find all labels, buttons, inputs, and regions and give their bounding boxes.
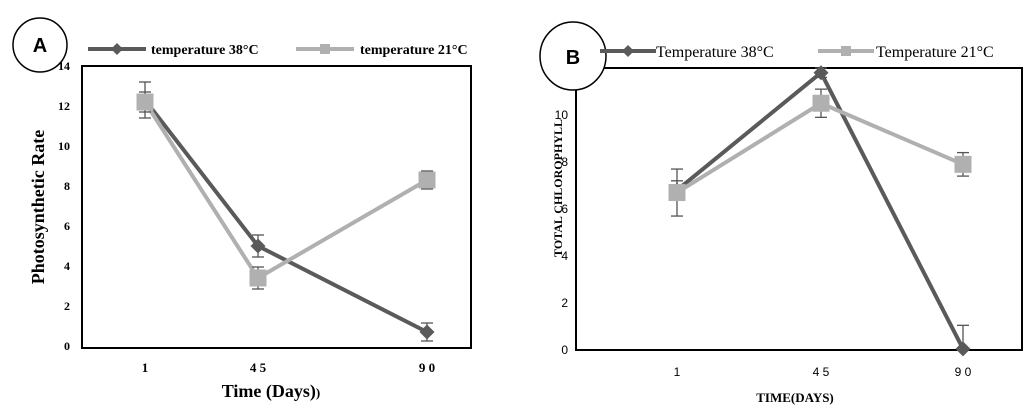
panel-b-x-tick-2: 9 0 xyxy=(955,365,972,379)
panel-b-y-tick-1: 2 xyxy=(561,296,568,310)
panel-a-series-1-point-2 xyxy=(418,171,436,189)
panel-a-series-0-point-1 xyxy=(250,238,266,254)
panel-a-x-axis-title-suffix: ) xyxy=(316,385,320,400)
panel-a-legend: temperature 38°C temperature 21°C xyxy=(88,43,468,58)
panel-a-y-tick-0: 0 xyxy=(64,339,70,353)
panel-b-y-tick-5: 10 xyxy=(555,108,569,122)
legend-a-21-label: temperature 21°C xyxy=(360,43,468,58)
panel-b-y-tick-4: 8 xyxy=(561,155,568,169)
panel-b-legend: Temperature 38°C Temperature 21°C xyxy=(600,44,994,61)
panel-b-label: B xyxy=(566,47,580,69)
legend-b-38-label: Temperature 38°C xyxy=(656,44,774,61)
panel-a-y-tick-4: 8 xyxy=(64,179,70,193)
panel-a-y-tick-6: 12 xyxy=(58,99,70,113)
legend-a-21-square-marker xyxy=(320,44,330,54)
panel-a-x-axis-title: Time (Days)) xyxy=(222,381,321,402)
panel-a-y-tick-2: 4 xyxy=(64,259,70,273)
panel-a-badge xyxy=(12,17,68,73)
panel-b-badge xyxy=(539,21,607,91)
panel-b-y-tick-3: 6 xyxy=(561,202,568,216)
panel-a-label: A xyxy=(33,35,47,57)
panel-b-x-tick-labels: 1 4 5 9 0 xyxy=(674,365,972,379)
panel-a-series-1-line xyxy=(143,100,429,280)
legend-b-21-label: Temperature 21°C xyxy=(876,44,994,61)
panel-b-series xyxy=(668,65,972,357)
legend-a-38-diamond-marker xyxy=(111,43,123,55)
panel-b-y-tick-labels: 0 2 4 6 8 10 xyxy=(555,108,569,357)
panel-a-series-1-point-1 xyxy=(249,269,267,287)
panel-b-x-axis-title: TIME(DAYS) xyxy=(756,390,834,405)
panel-a-series-1-point-0 xyxy=(136,93,154,111)
panel-a-y-tick-5: 10 xyxy=(58,139,70,153)
panel-b-y-tick-0: 0 xyxy=(561,343,568,357)
panel-b-series-0-line xyxy=(675,70,965,350)
panel-a-series-0-point-2 xyxy=(419,324,435,340)
panel-b: 0 2 4 6 8 10 1 4 5 9 0 B Temperature 38°C Tempe… xyxy=(539,21,1023,405)
panel-a-x-tick-1: 4 5 xyxy=(250,360,267,375)
panel-a-x-tick-2: 9 0 xyxy=(419,360,435,375)
legend-a-38-label: temperature 38°C xyxy=(151,43,259,58)
panel-a-x-tick-0: 1 xyxy=(142,360,149,375)
panel-a-series-0-line xyxy=(143,98,428,334)
panel-b-plot-frame xyxy=(575,67,1023,351)
panel-b-y-tick-2: 4 xyxy=(561,249,568,263)
panel-a-x-tick-labels: 1 4 5 9 0 xyxy=(142,360,435,375)
legend-b-21-square-marker xyxy=(841,46,851,56)
panel-a-y-tick-3: 6 xyxy=(64,219,70,233)
panel-b-series-1-point-1 xyxy=(812,94,830,112)
panel-a-series xyxy=(136,81,436,342)
panel-b-x-tick-1: 4 5 xyxy=(813,365,830,379)
panel-b-series-0-point-2 xyxy=(955,341,971,357)
panel-a-y-tick-1: 2 xyxy=(64,299,70,313)
panel-a-x-axis-title-main: Time (Days) xyxy=(222,381,316,402)
panel-b-x-tick-0: 1 xyxy=(674,365,681,379)
panel-a-plot-frame xyxy=(81,65,472,349)
panel-b-series-1-point-2 xyxy=(954,155,972,173)
panel-b-y-axis-title: TOTAL CHLOROPHYLL xyxy=(551,119,565,257)
panel-b-series-1-line xyxy=(675,101,964,195)
panel-b-series-0-point-1 xyxy=(813,65,829,81)
panel-a-y-axis-title: Photosynthetic Rate xyxy=(28,130,48,284)
legend-b-38-diamond-marker xyxy=(622,45,634,57)
panel-b-series-1-point-0 xyxy=(668,184,686,202)
